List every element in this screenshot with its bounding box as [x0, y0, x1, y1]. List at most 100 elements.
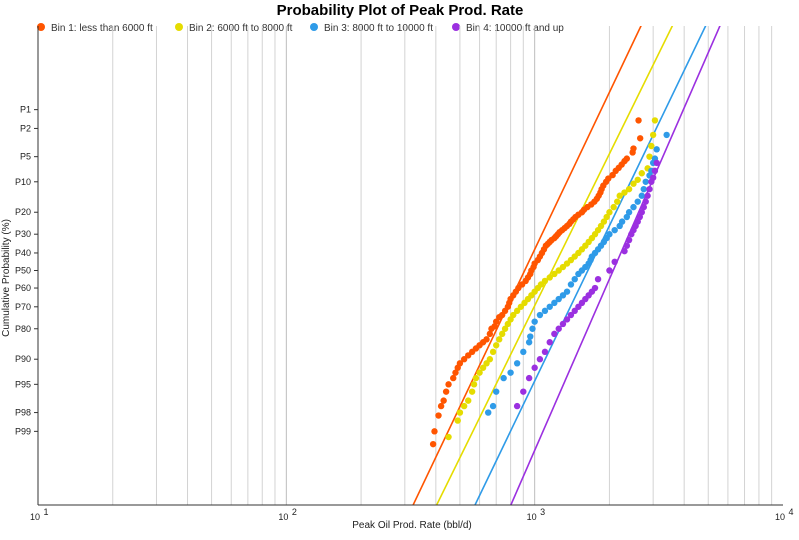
data-point — [625, 185, 633, 193]
x-tick-label: 10 — [527, 512, 537, 522]
data-point — [500, 374, 507, 382]
data-point — [489, 348, 497, 356]
series-bin-2 — [445, 117, 659, 441]
x-tick-label: 10 — [278, 512, 288, 522]
data-point — [611, 226, 618, 234]
data-point — [609, 171, 616, 179]
data-point — [517, 303, 525, 310]
legend-item-bin-1: Bin 1: less than 6000 ft — [37, 23, 153, 34]
data-point — [634, 176, 641, 183]
data-point — [630, 180, 637, 187]
data-point — [621, 247, 628, 255]
data-point — [640, 203, 647, 211]
data-point — [531, 318, 538, 325]
data-point — [651, 117, 659, 124]
data-point — [648, 142, 655, 150]
x-axis-label: Peak Oil Prod. Rate (bbl/d) — [352, 520, 472, 531]
data-point — [642, 178, 649, 185]
legend: Bin 1: less than 6000 ft Bin 2: 6000 ft t… — [37, 23, 564, 34]
data-point — [541, 348, 549, 356]
legend-marker — [452, 23, 460, 31]
data-point — [663, 131, 670, 139]
data-point — [644, 192, 651, 199]
data-point — [575, 270, 582, 278]
data-point — [616, 192, 623, 199]
legend-marker — [310, 23, 318, 31]
data-point — [606, 267, 613, 274]
data-point — [456, 409, 464, 416]
data-point — [472, 374, 480, 382]
data-point — [445, 433, 452, 441]
data-point — [454, 364, 461, 371]
data-point — [630, 203, 637, 211]
data-point — [559, 292, 567, 299]
data-point — [606, 209, 613, 216]
data-point — [563, 316, 571, 323]
data-point — [429, 440, 437, 448]
data-point — [614, 198, 621, 205]
data-point — [492, 342, 500, 349]
data-point — [567, 311, 575, 319]
data-point — [531, 364, 538, 371]
data-point — [571, 307, 578, 315]
series-bin-1 — [429, 117, 644, 448]
data-point — [649, 131, 657, 139]
y-tick-label: P60 — [15, 283, 31, 293]
data-point — [536, 311, 544, 319]
y-tick-label: P90 — [15, 354, 31, 364]
data-point — [431, 428, 438, 435]
y-tick-label: P2 — [20, 123, 31, 133]
data-point — [651, 167, 659, 175]
y-tick-label: P10 — [15, 177, 31, 187]
x-tick-label: 10 — [775, 512, 785, 522]
chart-title: Probability Plot of Peak Prod. Rate — [277, 2, 524, 19]
data-point — [525, 339, 533, 346]
data-point — [445, 381, 452, 388]
data-point — [648, 178, 655, 185]
data-point — [642, 198, 649, 205]
data-point — [496, 336, 503, 343]
legend-marker — [37, 23, 45, 31]
data-point — [551, 299, 558, 307]
data-point — [437, 402, 445, 410]
data-point — [571, 275, 578, 283]
x-tick-exponent: 2 — [292, 507, 297, 517]
data-point — [623, 242, 631, 249]
data-point — [646, 153, 653, 160]
data-point — [546, 339, 553, 346]
data-point — [485, 409, 492, 416]
y-tick-label: P80 — [15, 324, 31, 334]
axes — [37, 26, 783, 506]
data-point — [563, 288, 571, 295]
data-point — [551, 330, 558, 338]
y-axis-label: Cumulative Probability (%) — [1, 219, 12, 337]
data-point — [470, 381, 478, 388]
data-point — [541, 307, 549, 315]
fit-line-bin-1 — [412, 26, 642, 505]
data-point — [536, 356, 544, 363]
data-point — [498, 330, 506, 338]
data-point — [525, 374, 533, 382]
data-point — [465, 352, 472, 359]
data-point — [440, 397, 447, 404]
data-point — [635, 117, 642, 124]
data-point — [646, 185, 653, 193]
y-tick-label: P70 — [15, 302, 31, 312]
data-point — [489, 402, 497, 410]
data-point — [501, 325, 509, 332]
fit-line-bin-4 — [509, 26, 721, 505]
data-point — [629, 149, 636, 156]
data-point — [460, 402, 468, 410]
legend-item-bin-3: Bin 3: 8000 ft to 10000 ft — [310, 23, 433, 34]
y-tick-label: P99 — [15, 426, 31, 436]
data-point — [623, 213, 631, 221]
data-point — [527, 333, 534, 340]
data-point — [653, 146, 660, 153]
y-tick-labels: P1 P2 P5 P10 P20 P30 P40 P50 P60 P70 P80 P90 P95 P98 P… — [15, 105, 38, 436]
legend-label: Bin 2: 6000 ft to 8000 ft — [189, 23, 293, 34]
data-point — [621, 189, 628, 196]
data-point — [628, 231, 635, 238]
data-point — [504, 320, 512, 328]
data-point — [468, 388, 476, 395]
data-point — [488, 325, 495, 332]
